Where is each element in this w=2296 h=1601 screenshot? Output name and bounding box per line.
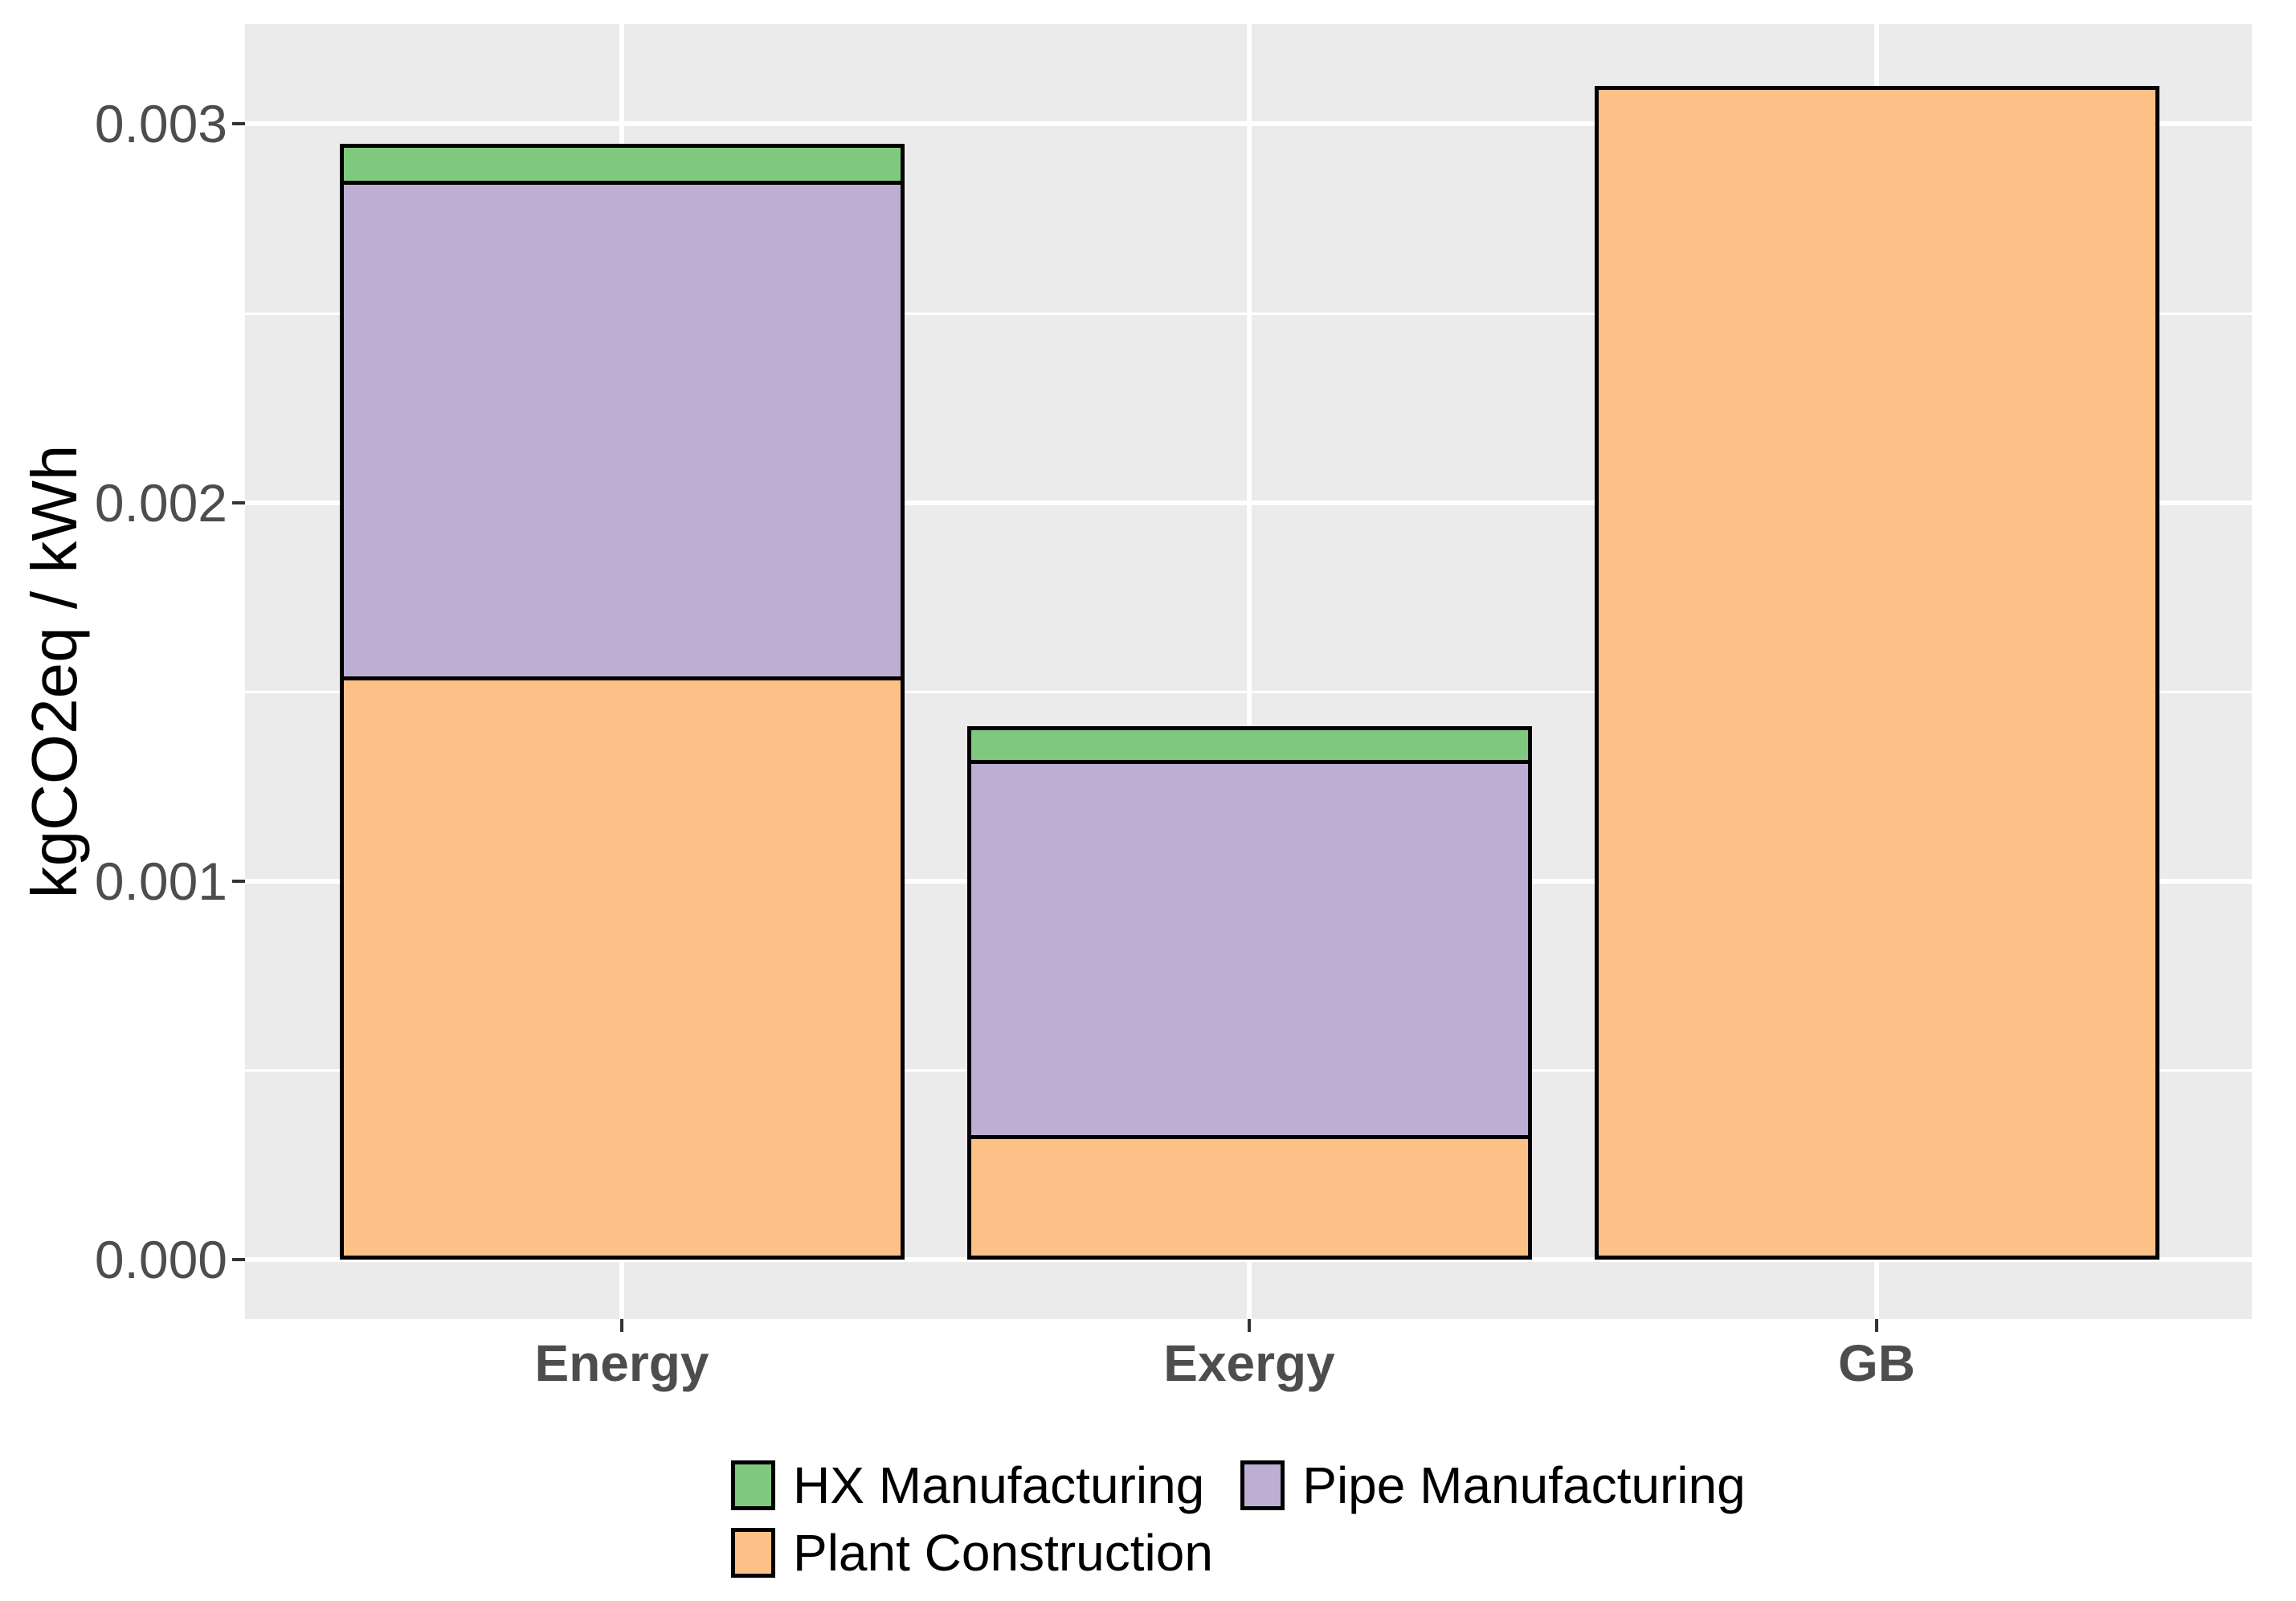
bar-segment-hx-manufacturing <box>966 726 1532 765</box>
bar-segment-pipe-manufacturing <box>339 181 905 681</box>
bar-segment-plant-construction <box>1594 86 2159 1260</box>
x-tick-mark <box>1248 1319 1251 1332</box>
y-tick-label: 0.003 <box>94 94 227 154</box>
x-tick-mark <box>620 1319 623 1332</box>
legend-item-plant-construction: Plant Construction <box>731 1526 1213 1579</box>
y-tick-mark <box>232 1258 245 1261</box>
y-tick-label: 0.000 <box>94 1230 227 1289</box>
category-gridline <box>1247 24 1252 1319</box>
legend-item-label: Pipe Manufacturing <box>1302 1456 1746 1514</box>
bar-gb <box>1594 86 2159 1260</box>
bar-segment-hx-manufacturing <box>339 143 905 186</box>
y-tick-label: 0.001 <box>94 851 227 911</box>
x-tick-label-energy: Energy <box>534 1334 709 1392</box>
legend-key-swatch <box>731 1528 775 1578</box>
x-tick-label-exergy: Exergy <box>1163 1334 1335 1392</box>
bar-segment-pipe-manufacturing <box>966 760 1532 1139</box>
bar-segment-plant-construction <box>966 1134 1532 1260</box>
legend-row: HX Manufacturing Pipe Manufacturing <box>731 1459 1746 1512</box>
legend: HX Manufacturing Pipe Manufacturing Plant … <box>731 1459 1746 1579</box>
bar-segment-plant-construction <box>339 676 905 1260</box>
x-tick-mark <box>1875 1319 1878 1332</box>
legend-item-label: Plant Construction <box>793 1524 1213 1582</box>
x-tick-label-gb: GB <box>1838 1334 1915 1392</box>
legend-row: Plant Construction <box>731 1526 1746 1579</box>
y-tick-label: 0.002 <box>94 472 227 533</box>
y-tick-mark <box>232 500 245 504</box>
bar-energy <box>339 143 905 1260</box>
legend-item-hx-manufacturing: HX Manufacturing <box>731 1459 1204 1512</box>
y-tick-mark <box>232 122 245 126</box>
legend-item-label: HX Manufacturing <box>793 1456 1205 1514</box>
legend-item-pipe-manufacturing: Pipe Manufacturing <box>1240 1456 1746 1514</box>
bar-exergy <box>966 726 1532 1260</box>
y-tick-mark <box>232 879 245 883</box>
legend-key-swatch <box>731 1460 775 1510</box>
legend-key-swatch <box>1240 1460 1285 1510</box>
plot-panel <box>245 24 2252 1319</box>
